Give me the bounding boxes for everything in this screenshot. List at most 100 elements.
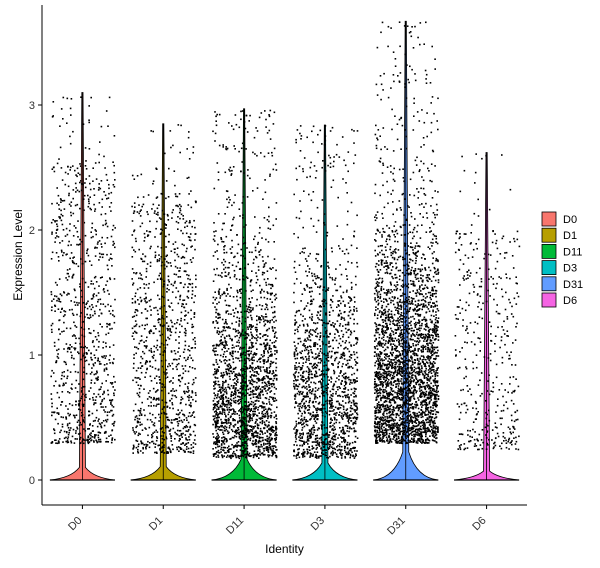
data-point [328,368,330,371]
data-point [233,392,235,395]
data-point [242,352,245,354]
data-point [267,408,270,411]
data-point [355,417,357,420]
data-point [147,194,150,196]
data-point [98,252,101,255]
data-point [175,365,178,368]
data-point [234,411,237,413]
data-point [82,301,85,304]
data-point [266,426,269,428]
data-point [237,291,239,294]
data-point [132,367,135,369]
data-point [110,403,112,405]
data-point [275,269,277,272]
data-point [233,419,235,421]
data-point [96,370,98,373]
data-point [273,386,276,389]
data-point [248,347,250,350]
data-point [178,336,180,338]
data-point [167,275,170,278]
data-point [78,403,80,406]
data-point [353,429,356,432]
data-point [170,350,173,352]
data-point [94,275,97,278]
data-point [342,415,344,418]
data-point [228,400,230,402]
data-point [95,416,98,419]
data-point [107,268,109,271]
data-point [268,220,270,223]
data-point [249,364,251,367]
data-point [176,433,179,436]
data-point [225,440,228,443]
data-point [225,251,228,254]
data-point [226,310,229,312]
data-point [268,115,271,118]
data-point [61,371,64,374]
data-point [178,450,180,452]
data-point [165,416,167,419]
data-point [263,450,265,452]
data-point [244,418,246,421]
data-point [224,271,227,274]
data-point [241,330,243,333]
data-point [346,425,349,427]
data-point [271,151,273,154]
data-point [356,377,358,379]
data-point [79,438,81,440]
data-point [294,319,296,321]
data-point [100,125,103,128]
data-point [96,338,98,341]
data-point [77,351,79,353]
data-point [83,371,85,373]
data-point [243,310,246,313]
data-point [241,436,244,438]
data-point [294,436,297,438]
data-point [217,312,219,315]
data-point [218,439,221,442]
data-point [332,435,335,437]
data-point [327,383,329,385]
data-point [174,193,177,195]
data-point [182,303,184,306]
data-point [216,408,218,411]
data-point [89,373,92,375]
data-point [65,417,67,419]
data-point [293,388,296,390]
data-point [161,431,164,433]
data-point [335,339,338,342]
data-point [247,432,250,434]
data-point [78,190,81,193]
data-point [265,118,267,121]
data-point [142,196,145,198]
data-point [244,433,246,436]
data-point [296,310,298,312]
data-point [142,452,144,454]
data-point [300,300,302,302]
data-point [262,436,264,439]
data-point [245,440,247,443]
data-point [172,284,175,287]
data-point [77,433,80,435]
data-point [260,405,262,407]
data-point [244,338,246,340]
data-point [215,120,217,122]
data-point [254,388,257,390]
data-point [174,358,176,361]
data-point [219,404,222,407]
data-point [155,451,158,454]
data-point [330,356,332,359]
data-point [91,297,94,300]
data-point [225,372,228,375]
data-point [63,348,65,350]
data-point [249,314,252,317]
data-point [267,255,269,258]
data-point [183,319,186,321]
data-point [143,298,146,300]
data-point [67,391,69,393]
data-point [351,382,353,384]
data-point [137,448,139,451]
data-point [244,362,247,365]
data-point [92,340,94,342]
data-point [323,424,325,426]
